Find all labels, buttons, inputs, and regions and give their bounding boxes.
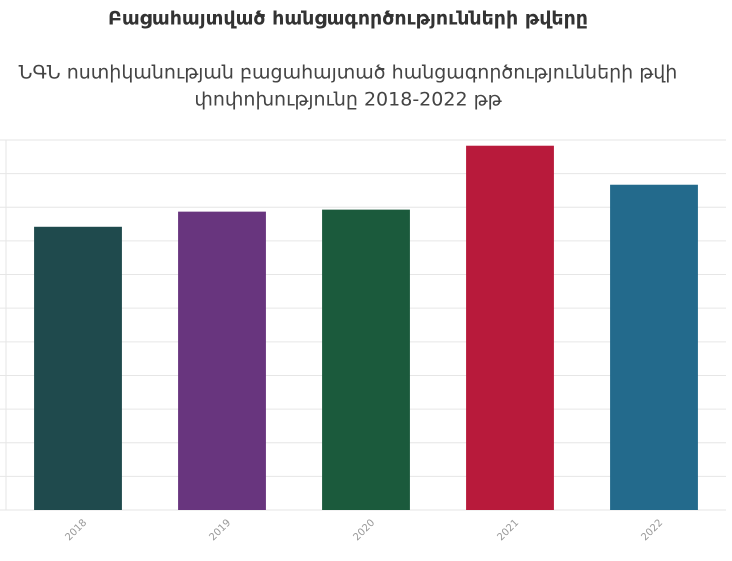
bar <box>178 211 266 511</box>
chart-subtitle: ՆԳՆ ոստիկանության բացահայտած հանցագործու… <box>19 62 678 84</box>
x-tick-label: 2019 <box>207 517 233 543</box>
bar <box>466 145 554 510</box>
chart-subtitle: փոփոխությունը 2018-2022 թթ <box>194 89 502 111</box>
x-tick-label: 2020 <box>351 517 377 543</box>
chart-title: Բացահայտված հանցագործությունների թվերը <box>108 8 588 30</box>
x-tick-label: 2018 <box>63 517 89 543</box>
x-tick-label: 2022 <box>639 517 665 543</box>
bar <box>610 184 698 510</box>
x-tick-label: 2021 <box>495 517 521 543</box>
bar <box>322 209 410 511</box>
bar <box>34 226 122 511</box>
